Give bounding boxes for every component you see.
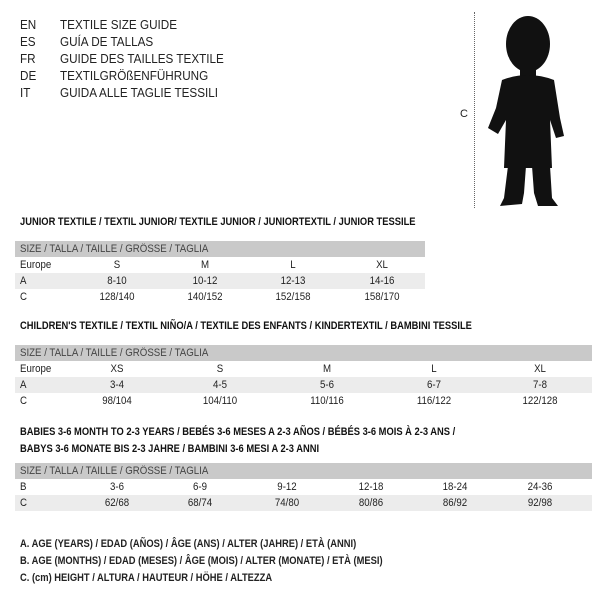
table-cell: 5-6	[320, 379, 334, 391]
table-cell: 86/92	[442, 497, 468, 509]
lang-code: DE	[20, 68, 37, 83]
lang-code: IT	[20, 85, 31, 100]
table-cell: 140/152	[187, 291, 223, 303]
table-cell: 62/68	[104, 497, 130, 509]
children-section-title: CHILDREN'S TEXTILE / TEXTIL NIÑO/A / TEX…	[20, 320, 472, 332]
table-row: C 98/104 104/110 110/116 116/122 122/128	[15, 393, 592, 409]
table-cell: 12-13	[280, 275, 306, 287]
size-header-row: SIZE / TALLA / TAILLE / GRÖSSE / TAGLIA	[15, 463, 592, 479]
table-cell: 68/74	[187, 497, 213, 509]
table-row: Europe XS S M L XL	[15, 361, 592, 377]
table-cell: S	[216, 363, 224, 375]
row-label: A	[20, 275, 27, 287]
table-row: A 8-10 10-12 12-13 14-16	[15, 273, 425, 289]
table-cell: M	[322, 363, 332, 375]
table-cell: 18-24	[442, 481, 468, 493]
size-header-row: SIZE / TALLA / TAILLE / GRÖSSE / TAGLIA	[15, 241, 425, 257]
table-cell: 116/122	[416, 395, 452, 407]
junior-section-title: JUNIOR TEXTILE / TEXTIL JUNIOR/ TEXTILE …	[20, 216, 416, 228]
table-cell: XL	[534, 363, 546, 375]
lang-code: ES	[20, 34, 36, 49]
lang-code: FR	[20, 51, 36, 66]
table-cell: 12-18	[358, 481, 384, 493]
row-label: Europe	[20, 259, 52, 271]
table-cell: 3-4	[110, 379, 124, 391]
height-measure-label: C	[460, 108, 468, 120]
legend-b: B. AGE (MONTHS) / EDAD (MESES) / ÂGE (MO…	[20, 555, 383, 567]
table-cell: L	[431, 363, 437, 375]
row-label: C	[20, 395, 27, 407]
table-cell: L	[290, 259, 296, 271]
child-silhouette-icon	[488, 16, 564, 206]
table-cell: 80/86	[358, 497, 384, 509]
table-cell: 7-8	[533, 379, 547, 391]
table-cell: XS	[110, 363, 124, 375]
table-cell: 6-7	[427, 379, 441, 391]
children-size-table: SIZE / TALLA / TAILLE / GRÖSSE / TAGLIA E…	[15, 345, 592, 409]
guide-title: GUIDE DES TAILLES TEXTILE	[60, 51, 224, 66]
legend-a: A. AGE (YEARS) / EDAD (AÑOS) / ÂGE (ANS)…	[20, 538, 357, 550]
table-cell: 128/140	[99, 291, 135, 303]
table-cell: 24-36	[527, 481, 553, 493]
babies-size-table: SIZE / TALLA / TAILLE / GRÖSSE / TAGLIA B…	[15, 463, 592, 511]
table-row: A 3-4 4-5 5-6 6-7 7-8	[15, 377, 592, 393]
table-row: B 3-6 6-9 9-12 12-18 18-24 24-36	[15, 479, 592, 495]
guide-title: TEXTILE SIZE GUIDE	[60, 17, 178, 32]
lang-code: EN	[20, 17, 37, 32]
table-cell: 14-16	[369, 275, 395, 287]
guide-title: GUIDA ALLE TAGLIE TESSILI	[60, 85, 219, 100]
babies-section-title-line2: BABYS 3-6 MONATE BIS 2-3 JAHRE / BAMBINI…	[20, 443, 320, 455]
row-label: B	[20, 481, 27, 493]
table-cell: 122/128	[522, 395, 558, 407]
table-cell: 9-12	[277, 481, 297, 493]
table-cell: 92/98	[527, 497, 553, 509]
row-label: A	[20, 379, 27, 391]
table-cell: 3-6	[110, 481, 124, 493]
table-cell: M	[200, 259, 210, 271]
row-label: C	[20, 291, 27, 303]
table-cell: 8-10	[107, 275, 127, 287]
table-cell: 152/158	[275, 291, 311, 303]
table-cell: 104/110	[202, 395, 238, 407]
table-row: C 62/68 68/74 74/80 80/86 86/92 92/98	[15, 495, 592, 511]
table-cell: 10-12	[192, 275, 218, 287]
table-cell: 74/80	[274, 497, 300, 509]
table-row: C 128/140 140/152 152/158 158/170	[15, 289, 425, 305]
junior-size-table: SIZE / TALLA / TAILLE / GRÖSSE / TAGLIA E…	[15, 241, 425, 305]
table-cell: 4-5	[213, 379, 227, 391]
table-cell: S	[113, 259, 121, 271]
row-label: Europe	[20, 363, 52, 375]
guide-title: TEXTILGRÖßENFÜHRUNG	[60, 68, 209, 83]
babies-section-title-line1: BABIES 3-6 MONTH TO 2-3 YEARS / BEBÉS 3-…	[20, 426, 456, 438]
size-header-label: SIZE / TALLA / TAILLE / GRÖSSE / TAGLIA	[20, 243, 209, 255]
table-cell: 158/170	[364, 291, 400, 303]
table-cell: 110/116	[310, 395, 344, 407]
size-header-label: SIZE / TALLA / TAILLE / GRÖSSE / TAGLIA	[20, 465, 209, 477]
guide-title: GUÍA DE TALLAS	[60, 34, 154, 49]
table-cell: 6-9	[193, 481, 207, 493]
legend-c: C. (cm) HEIGHT / ALTURA / HAUTEUR / HÖHE…	[20, 572, 273, 584]
table-cell: XL	[376, 259, 388, 271]
size-header-row: SIZE / TALLA / TAILLE / GRÖSSE / TAGLIA	[15, 345, 592, 361]
table-row: Europe S M L XL	[15, 257, 425, 273]
row-label: C	[20, 497, 27, 509]
size-header-label: SIZE / TALLA / TAILLE / GRÖSSE / TAGLIA	[20, 347, 209, 359]
table-cell: 98/104	[102, 395, 132, 407]
height-measure-line	[474, 12, 475, 208]
